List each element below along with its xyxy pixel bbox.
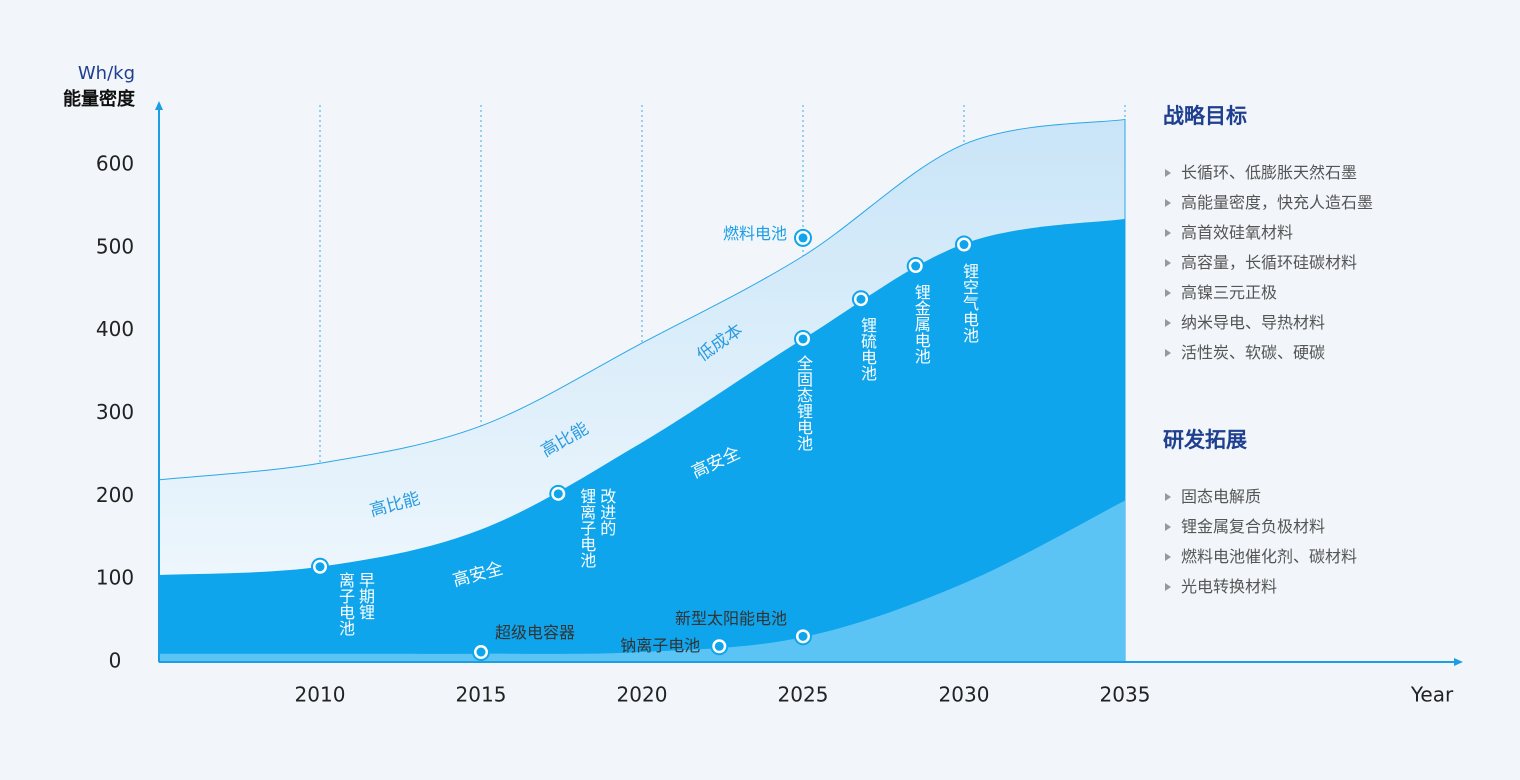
point-core (911, 261, 921, 271)
point-label: 早期锂 离子电池 (336, 571, 375, 636)
point-core (959, 240, 969, 250)
point-label: 锂金属电池 (911, 284, 931, 365)
point-label: 改进的 锂离子电池 (577, 487, 617, 568)
y-label: 能量密度 (63, 88, 136, 110)
point-label: 全固态锂电池 (794, 354, 813, 451)
point (851, 290, 870, 309)
y-tick-label: 200 (96, 483, 134, 507)
point-label: 燃料电池 (722, 223, 787, 243)
y-tick-label: 0 (109, 649, 122, 673)
point-core (856, 294, 866, 304)
y-unit: Wh/kg (78, 63, 135, 84)
point-label: 超级电容器 (495, 623, 576, 643)
point-core (798, 233, 808, 243)
section-item: 燃料电池催化剂、碳材料 (1163, 542, 1503, 572)
panel-section: 研发拓展固态电解质 锂金属复合负极材料 燃料电池催化剂、碳材料 光电转换材料 (1163, 424, 1503, 602)
y-tick-label: 500 (96, 234, 134, 258)
y-tick-label: 300 (96, 400, 134, 424)
point-label: 新型太阳能电池 (674, 609, 787, 629)
section-item: 光电转换材料 (1163, 572, 1503, 602)
point (794, 228, 812, 247)
section-item: 锂金属复合负极材料 (1163, 512, 1503, 542)
section-title: 研发拓展 (1163, 428, 1247, 452)
section-item: 固态电解质 (1163, 482, 1503, 512)
section-item: 纳米导电、导热材料 (1163, 308, 1503, 338)
x-tick-label: 2015 (456, 683, 507, 707)
x-tick-label: 2030 (939, 683, 990, 707)
section-item: 高首效硅氧材料 (1163, 218, 1503, 248)
point-label: 锂空气电池 (960, 262, 979, 343)
point-label: 锂硫电池 (857, 317, 877, 382)
section-title: 战略目标 (1163, 104, 1247, 128)
point-core (714, 641, 724, 651)
point (311, 557, 329, 576)
y-tick-label: 100 (96, 566, 134, 590)
x-tick-label: 2025 (778, 683, 829, 707)
area (159, 500, 1125, 662)
point-core (798, 334, 808, 344)
point (710, 637, 729, 656)
y-tick-label: 600 (96, 152, 134, 176)
section-item: 高容量，长循环硅碳材料 (1163, 248, 1503, 278)
x-tick-label: 2035 (1100, 683, 1151, 707)
section-item: 高能量密度，快充人造石墨 (1163, 188, 1503, 218)
point-core (315, 562, 325, 572)
point (794, 627, 812, 646)
point (906, 257, 925, 276)
point (549, 484, 568, 503)
area (159, 218, 1125, 662)
point (955, 235, 973, 254)
panel-section: 战略目标长循环、低膨胀天然石墨 高能量密度，快充人造石墨 高首效硅氧材料 高容量，长循… (1163, 100, 1503, 368)
x-label: Year (1410, 683, 1454, 707)
point-core (798, 631, 808, 641)
y-tick-label: 400 (96, 317, 134, 341)
point-label: 钠离子电池 (620, 636, 701, 656)
point-core (476, 647, 486, 657)
point-core (553, 489, 563, 499)
x-axis-arrow (1454, 658, 1463, 666)
y-axis-arrow (155, 101, 163, 110)
section-item: 高镍三元正极 (1163, 278, 1503, 308)
point (472, 643, 490, 662)
section-item: 长循环、低膨胀天然石墨 (1163, 158, 1503, 188)
section-item: 活性炭、软碳、硬碳 (1163, 338, 1503, 368)
x-tick-label: 2010 (295, 683, 346, 707)
x-tick-label: 2020 (617, 683, 668, 707)
side-panel: 战略目标长循环、低膨胀天然石墨 高能量密度，快充人造石墨 高首效硅氧材料 高容量，长循… (1163, 100, 1503, 602)
point (794, 329, 812, 348)
